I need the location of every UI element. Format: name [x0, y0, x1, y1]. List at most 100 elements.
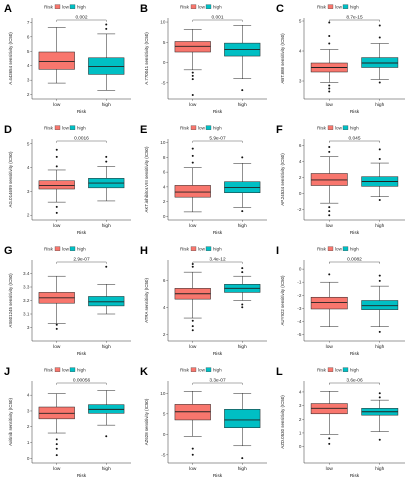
- outlier-point: [241, 210, 244, 213]
- legend-title: Risk: [180, 368, 190, 373]
- y-tick-label: -2: [297, 293, 302, 298]
- pvalue-label: 2.9e-07: [73, 257, 90, 263]
- legend-label-high: high: [350, 246, 359, 251]
- outlier-point: [378, 198, 381, 201]
- outlier-point: [191, 154, 194, 157]
- outlier-point: [241, 89, 244, 92]
- pvalue-label: 0.0082: [347, 257, 362, 263]
- outlier-point: [328, 442, 331, 445]
- panel-j: J Risk low high 0 1 2 3 4 Axitinib sensitivity (I…: [4, 366, 131, 479]
- y-axis-label: ABT.888 sensitivity (IC50): [280, 33, 285, 84]
- box-high: [224, 267, 261, 309]
- y-tick-label: 1: [27, 440, 30, 445]
- legend-label-low: low: [62, 125, 70, 130]
- outlier-point: [105, 27, 108, 30]
- y-axis-label: AP.24534 sensitivity (IC50): [280, 153, 285, 206]
- x-tick-label: high: [238, 344, 247, 350]
- legend-title: Risk: [317, 126, 327, 131]
- outlier-point: [191, 147, 194, 150]
- box-high: [361, 274, 399, 333]
- outlier-point: [55, 165, 58, 168]
- pvalue-label: 0.0016: [74, 136, 89, 142]
- panel-f: F Risk low high -2 0 2 4 6 AP.24534 sensitivity (…: [276, 124, 405, 236]
- legend-key-high: [342, 367, 349, 372]
- legend-label-high: high: [350, 367, 359, 372]
- y-tick-label: 0: [299, 191, 302, 196]
- y-tick-label: 8: [163, 155, 166, 160]
- legend-label-low: low: [335, 125, 343, 130]
- x-tick-label: low: [53, 223, 61, 229]
- panel-letter: A: [4, 3, 12, 15]
- outlier-point: [328, 42, 331, 45]
- outlier-point: [55, 211, 58, 214]
- panel-a: A Risk low high 2 3 4 5 6 7 A.443654 sensitivity (…: [4, 3, 131, 115]
- legend-label-high: high: [350, 4, 359, 9]
- box-high: [88, 265, 125, 315]
- y-tick-label: 4: [163, 305, 166, 310]
- x-tick-label: low: [189, 223, 197, 229]
- x-tick-label: high: [375, 223, 384, 229]
- box-low: [310, 391, 348, 445]
- box-high: [361, 148, 399, 201]
- outlier-point: [191, 453, 194, 456]
- outlier-point: [241, 271, 244, 274]
- panel-letter: D: [4, 124, 12, 136]
- legend-key-low: [54, 4, 61, 9]
- y-tick-label: 4: [27, 393, 30, 398]
- x-tick-label: high: [102, 102, 111, 108]
- box-high: [224, 156, 261, 213]
- box-low: [38, 27, 75, 84]
- box-low: [38, 275, 75, 330]
- box-high: [224, 393, 261, 460]
- y-axis-label: AUY922 sensitivity (IC50): [280, 275, 285, 326]
- panel-l: L Risk low high 0 1 2 3 4 AZD.0530 sensitivity (I…: [276, 366, 405, 479]
- pvalue-label: 3.6e-06: [346, 378, 363, 384]
- y-tick-label: 2: [27, 213, 30, 218]
- outlier-point: [241, 457, 244, 460]
- y-tick-label: -2: [297, 207, 302, 212]
- y-tick-label: 3: [27, 325, 30, 330]
- x-tick-label: high: [238, 466, 247, 472]
- legend-key-low: [327, 4, 334, 9]
- x-tick-label: low: [326, 102, 334, 108]
- legend-title: Risk: [44, 126, 54, 131]
- pvalue-label: 3.4e-12: [209, 257, 226, 263]
- y-tick-label: 3.2: [23, 298, 30, 303]
- legend-label-low: low: [335, 246, 343, 251]
- x-tick-label: low: [53, 102, 61, 108]
- legend-key-high: [342, 246, 349, 251]
- outlier-point: [378, 36, 381, 39]
- y-tick-label: 5: [163, 411, 166, 416]
- legend-key-low: [54, 367, 61, 372]
- x-tick-label: low: [189, 466, 197, 472]
- y-tick-label: 2: [163, 199, 166, 204]
- panel-letter: L: [276, 366, 283, 378]
- y-tick-label: 3: [27, 189, 30, 194]
- outlier-point: [378, 330, 381, 333]
- x-tick-label: low: [326, 466, 334, 472]
- y-tick-label: 5: [163, 40, 166, 45]
- box-iqr: [88, 296, 125, 307]
- legend-label-high: high: [213, 125, 222, 130]
- x-axis-label: Risk: [350, 230, 360, 236]
- outlier-point: [191, 265, 194, 268]
- pvalue-label: 0.001: [211, 15, 223, 21]
- legend-label-low: low: [62, 246, 70, 251]
- legend-title: Risk: [180, 247, 190, 252]
- outlier-point: [55, 447, 58, 450]
- outlier-point: [191, 71, 194, 74]
- box-iqr: [361, 300, 399, 310]
- x-tick-label: low: [189, 344, 197, 350]
- legend-title: Risk: [44, 368, 54, 373]
- outlier-point: [55, 443, 58, 446]
- y-tick-label: 0: [299, 444, 302, 449]
- y-tick-label: 6: [163, 278, 166, 283]
- panel-b: B Risk low high -5 0 5 10 A.770041 sensitivity (…: [140, 3, 267, 115]
- legend-label-low: low: [198, 246, 206, 251]
- y-tick-label: 10: [160, 20, 166, 25]
- y-axis-label: AZD.0530 sensitivity (IC50): [280, 395, 285, 449]
- panel-letter: J: [4, 366, 10, 378]
- outlier-point: [191, 78, 194, 81]
- outlier-point: [105, 265, 108, 268]
